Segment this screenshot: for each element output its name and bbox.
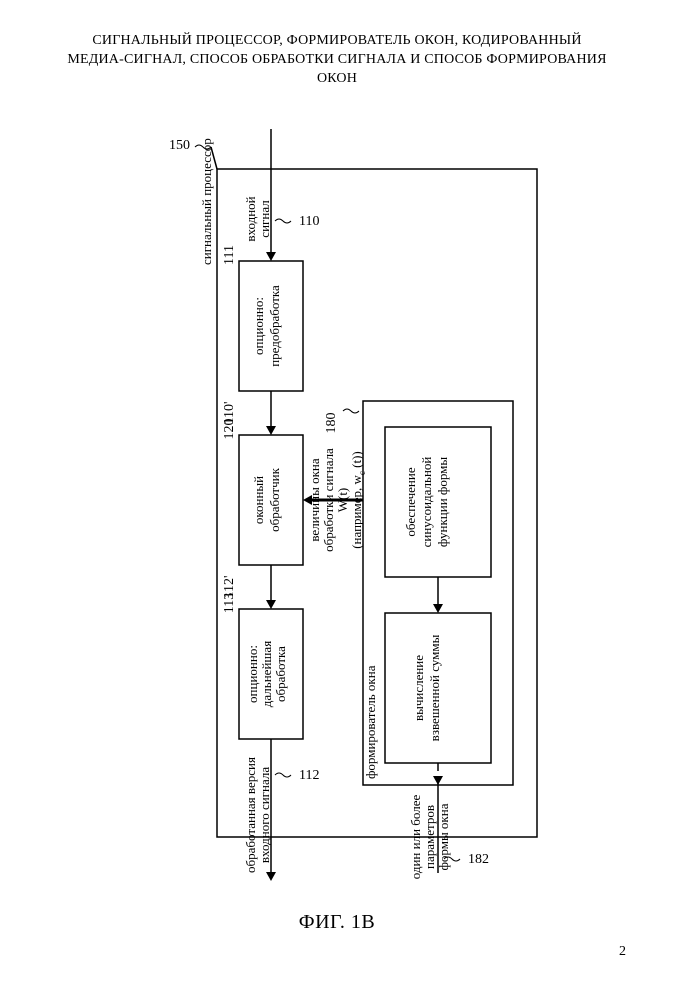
svg-text:обработанная версия: обработанная версия — [243, 757, 258, 873]
svg-text:вычисление: вычисление — [411, 654, 426, 720]
svg-text:сигнальный процессор: сигнальный процессор — [199, 138, 214, 265]
svg-text:180: 180 — [324, 412, 339, 433]
title-line: МЕДИА-СИГНАЛ, СПОСОБ ОБРАБОТКИ СИГНАЛА И… — [40, 51, 634, 70]
page-number: 2 — [619, 944, 626, 960]
svg-text:опционно:: опционно: — [251, 297, 266, 355]
svg-text:параметров: параметров — [422, 805, 437, 869]
svg-text:обеспечение: обеспечение — [403, 467, 418, 536]
svg-text:синусоидальной: синусоидальной — [419, 456, 434, 547]
svg-text:формирователь окна: формирователь окна — [363, 665, 378, 779]
svg-text:входного сигнала: входного сигнала — [257, 766, 272, 862]
svg-text:обработки сигнала: обработки сигнала — [321, 448, 336, 552]
svg-text:120: 120 — [222, 418, 237, 439]
svg-text:предобработка: предобработка — [267, 285, 282, 367]
svg-text:обработка: обработка — [273, 645, 288, 701]
svg-text:182: 182 — [468, 852, 489, 867]
svg-text:один или более: один или более — [408, 794, 423, 879]
figure-caption: ФИГ. 1B — [40, 911, 634, 934]
title-line: СИГНАЛЬНЫЙ ПРОЦЕССОР, ФОРМИРОВАТЕЛЬ ОКОН… — [40, 32, 634, 51]
svg-text:обработчик: обработчик — [267, 467, 282, 532]
svg-text:функции формы: функции формы — [435, 456, 450, 546]
svg-text:113: 113 — [222, 592, 237, 612]
page-title: СИГНАЛЬНЫЙ ПРОЦЕССОР, ФОРМИРОВАТЕЛЬ ОКОН… — [40, 32, 634, 89]
svg-text:величины окна: величины окна — [307, 458, 322, 541]
svg-text:(например, wc (t)): (например, wc (t)) — [349, 451, 367, 549]
svg-text:взвешенной суммы: взвешенной суммы — [427, 634, 442, 741]
svg-text:112: 112 — [299, 768, 319, 783]
svg-text:W(t): W(t) — [335, 487, 350, 512]
svg-text:150: 150 — [169, 138, 190, 153]
svg-text:формы окна: формы окна — [436, 803, 451, 870]
svg-text:110: 110 — [299, 214, 319, 229]
diagram: 150 сигнальный процессор 111 входнойсигнал 1… — [107, 113, 567, 893]
title-line: ОКОН — [40, 70, 634, 89]
svg-text:оконный: оконный — [251, 476, 266, 524]
svg-text:111: 111 — [222, 245, 237, 265]
svg-text:дальнейшая: дальнейшая — [259, 640, 274, 706]
svg-text:входной: входной — [243, 196, 258, 241]
svg-text:опционно:: опционно: — [245, 645, 260, 703]
svg-text:сигнал: сигнал — [257, 199, 272, 237]
